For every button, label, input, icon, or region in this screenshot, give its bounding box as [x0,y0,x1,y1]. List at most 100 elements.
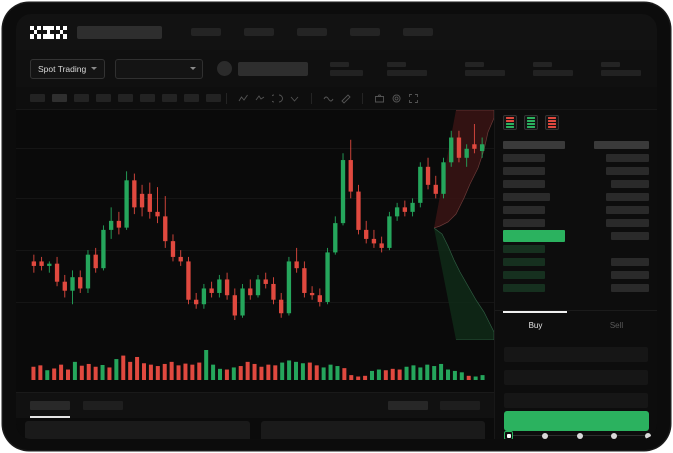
orderbook-amount-bar [606,153,649,162]
slider-stop-25[interactable] [542,432,549,439]
price-chart[interactable] [16,110,494,392]
tab-sell[interactable]: Sell [576,311,657,340]
timeframe-button-2[interactable] [52,94,67,102]
market-stat [387,61,428,76]
orderbook-row-ask[interactable] [495,203,657,216]
toolbar-divider [362,92,363,104]
search-input[interactable] [77,25,162,39]
active-tab-underline [503,311,567,313]
orders-tabs [30,401,123,410]
orderbook-row-bid[interactable] [495,281,657,294]
device-frame: Spot Trading [3,3,670,450]
orderbook-row-ask[interactable] [495,216,657,229]
orderbook-row-ask[interactable] [495,164,657,177]
market-stats-right [465,61,642,76]
bottom-action-1[interactable] [388,401,428,410]
chevron-down-icon[interactable] [289,93,300,104]
orderbook-row-bid[interactable] [495,255,657,268]
timeframe-button-6[interactable] [140,94,155,102]
orderbook-amount-bar [611,270,649,279]
chart-tools-group [238,92,419,104]
bottom-tab-open-orders[interactable] [30,401,70,410]
timeframe-button-4[interactable] [96,94,111,102]
tab-buy[interactable]: Buy [495,311,576,340]
chart-toolbar [16,87,657,110]
timeframe-button-7[interactable] [162,94,177,102]
fullscreen-icon[interactable] [408,93,419,104]
nav-item-3[interactable] [297,28,327,36]
pair-stats-bar: Spot Trading [16,50,657,87]
compare-icon[interactable] [272,93,283,104]
orderbook-price-bar [503,192,550,201]
orderbook-mode-bids[interactable] [524,115,538,130]
orderbook-mode-asks[interactable] [545,115,559,130]
market-stat-label [387,61,407,67]
timeframe-group [30,94,221,102]
indicator-icon[interactable] [255,93,266,104]
orderbook-row-ask[interactable] [495,190,657,203]
active-tab-underline [30,416,70,418]
line-chart-icon[interactable] [238,93,249,104]
orderbook-row-spread[interactable] [495,229,657,242]
timeframe-button-3[interactable] [74,94,89,102]
nav-item-5[interactable] [403,28,433,36]
pair-avatar [217,61,233,76]
orderbook-trade-panel: Buy Sell [494,110,657,439]
okx-logo-block-1 [30,25,41,39]
spot-trading-label: Spot Trading [38,63,87,74]
order-field-2[interactable] [504,370,648,385]
gridline [16,250,494,251]
slider-stop-75[interactable] [610,432,617,439]
order-field-1[interactable] [504,347,648,362]
percent-slider[interactable] [504,430,651,439]
top-navigation-bar [16,14,657,50]
orderbook-row-bid[interactable] [495,268,657,281]
orderbook-mode-buttons [495,110,657,135]
orderbook-price-bar [503,283,545,292]
orderbook-row-ask[interactable] [495,151,657,164]
timeframe-button-1[interactable] [30,94,45,102]
market-stat-label [330,61,350,67]
timeframe-button-9[interactable] [206,94,221,102]
wave-icon[interactable] [323,93,334,104]
pair-select-dropdown[interactable] [115,58,204,79]
orders-panel-bar [16,392,494,418]
buy-sell-tabs: Buy Sell [495,310,657,340]
order-field-3[interactable] [504,393,648,408]
market-stat-value [330,69,364,76]
bottom-tab-order-history[interactable] [83,401,123,410]
bottom-card-1[interactable] [25,421,250,439]
orderbook-row-ask[interactable] [495,177,657,190]
nav-item-4[interactable] [350,28,380,36]
settings-icon[interactable] [391,93,402,104]
nav-item-1[interactable] [191,28,221,36]
market-stat-value [465,69,506,76]
order-book[interactable] [495,135,657,310]
slider-handle[interactable] [504,431,513,439]
submit-order-button[interactable] [504,411,649,431]
market-stat-value [533,69,574,76]
orderbook-amount-bar [606,205,649,214]
orderbook-amount-bar [611,231,649,240]
camera-icon[interactable] [374,93,385,104]
orderbook-amount-bar [606,218,649,227]
order-form-fields [495,340,657,408]
bottom-action-2[interactable] [440,401,480,410]
okx-logo-icon[interactable] [30,25,67,39]
orderbook-row-bid[interactable] [495,242,657,255]
timeframe-button-5[interactable] [118,94,133,102]
chevron-down-icon [190,67,197,70]
bottom-card-2[interactable] [260,421,485,439]
orderbook-row-header[interactable] [495,138,657,151]
slider-stop-100[interactable] [645,432,651,439]
ruler-icon[interactable] [340,93,351,104]
orders-actions [388,401,480,410]
nav-item-2[interactable] [244,28,274,36]
market-stat-label [465,61,485,67]
spot-trading-dropdown[interactable]: Spot Trading [30,58,106,79]
depth-chart-overlay [434,110,494,340]
bottom-cards [16,418,494,439]
slider-stop-50[interactable] [576,432,583,439]
orderbook-mode-both[interactable] [503,115,517,130]
timeframe-button-8[interactable] [184,94,199,102]
